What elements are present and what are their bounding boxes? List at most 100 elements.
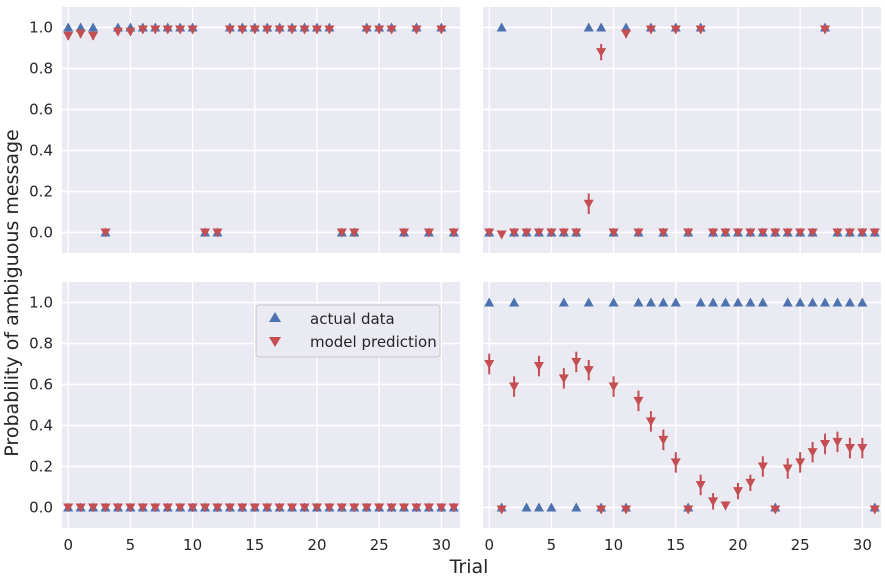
model-prediction-point — [621, 505, 632, 515]
x-tick-label: 0 — [484, 536, 494, 554]
model-prediction-point — [100, 503, 111, 513]
model-prediction-point — [212, 503, 223, 513]
model-prediction-point — [262, 503, 273, 513]
model-prediction-point — [212, 228, 223, 238]
model-prediction-point — [571, 228, 582, 238]
model-prediction-point — [844, 444, 855, 454]
model-prediction-point — [558, 374, 569, 384]
y-tick-label: 1.0 — [29, 294, 53, 312]
model-prediction-point — [399, 503, 410, 513]
legend-model-label: model prediction — [310, 333, 437, 351]
model-prediction-point — [608, 382, 619, 392]
actual-data-point — [509, 297, 520, 307]
model-prediction-point — [670, 25, 681, 35]
model-prediction-point — [299, 25, 310, 35]
model-prediction-point — [137, 25, 148, 35]
model-prediction-point — [75, 29, 86, 39]
y-tick-label: 0.6 — [29, 101, 53, 119]
x-tick-label: 25 — [370, 536, 389, 554]
model-prediction-point — [745, 228, 756, 238]
x-tick-label: 30 — [432, 536, 451, 554]
x-tick-label: 20 — [728, 536, 747, 554]
model-prediction-point — [224, 25, 235, 35]
x-tick-label: 0 — [63, 536, 73, 554]
model-prediction-point — [237, 25, 248, 35]
y-tick-label: 0.0 — [29, 224, 53, 242]
model-prediction-point — [175, 25, 186, 35]
model-prediction-point — [374, 25, 385, 35]
model-prediction-point — [324, 503, 335, 513]
model-prediction-point — [100, 228, 111, 238]
panels: 0.0 0.2 0.4 0.6 0.8 1.0 0.0 0.2 0.4 0.6 0.8 1.0 0 5 10… — [29, 7, 881, 554]
actual-data-point — [807, 297, 818, 307]
model-prediction-point — [336, 503, 347, 513]
panel-top-left: 0.0 0.2 0.4 0.6 0.8 1.0 — [29, 7, 460, 253]
model-prediction-point — [448, 503, 459, 513]
actual-data-point — [844, 297, 855, 307]
y-tick-label: 0.2 — [29, 183, 53, 201]
model-prediction-point — [596, 48, 607, 58]
model-prediction-point — [484, 360, 495, 369]
y-tick-label: 0.8 — [29, 335, 53, 353]
actual-data-point — [533, 502, 544, 512]
model-prediction-point — [558, 228, 569, 238]
panel-background — [62, 7, 460, 253]
model-prediction-point — [708, 228, 719, 238]
model-prediction-point — [137, 503, 148, 513]
legend: actual data model prediction — [255, 304, 441, 358]
model-prediction-point — [521, 228, 532, 238]
model-prediction-point — [436, 25, 447, 35]
actual-data-point — [645, 297, 656, 307]
model-prediction-point — [820, 25, 831, 35]
model-prediction-point — [533, 362, 544, 372]
model-prediction-point — [162, 25, 173, 35]
model-prediction-point — [423, 228, 434, 238]
actual-data-point — [496, 22, 507, 32]
model-prediction-point — [645, 417, 656, 427]
actual-data-point — [732, 297, 743, 307]
model-prediction-point — [311, 503, 322, 513]
model-prediction-point — [374, 503, 385, 513]
model-prediction-point — [869, 228, 880, 238]
model-prediction-point — [770, 505, 781, 515]
x-tick-label: 10 — [604, 536, 623, 554]
model-prediction-point — [782, 228, 793, 238]
x-axis-label: Trial — [449, 556, 489, 578]
model-prediction-point — [349, 503, 360, 513]
model-prediction-point — [112, 503, 123, 513]
actual-data-point — [63, 22, 74, 32]
model-prediction-point — [583, 199, 594, 209]
model-prediction-point — [658, 435, 669, 445]
y-tick-label: 1.0 — [29, 19, 53, 37]
model-prediction-point — [274, 25, 285, 35]
model-prediction-point — [695, 480, 706, 490]
model-prediction-point — [695, 25, 706, 35]
panel-background — [483, 282, 881, 528]
actual-data-point — [558, 297, 569, 307]
model-prediction-point — [720, 501, 731, 511]
model-prediction-point — [509, 228, 520, 238]
model-prediction-point — [386, 25, 397, 35]
actual-data-point — [621, 22, 632, 32]
actual-data-point — [75, 22, 86, 32]
model-prediction-point — [807, 448, 818, 458]
model-prediction-point — [857, 444, 868, 454]
x-tick-label: 15 — [666, 536, 685, 554]
model-prediction-point — [484, 228, 495, 238]
y-tick-label: 0.4 — [29, 142, 53, 160]
model-prediction-point — [423, 503, 434, 513]
y-tick-label: 0.2 — [29, 458, 53, 476]
model-prediction-point — [670, 458, 681, 468]
model-prediction-point — [237, 503, 248, 513]
model-prediction-point — [708, 497, 719, 507]
actual-data-point — [608, 297, 619, 307]
legend-frame — [255, 304, 441, 358]
model-prediction-point — [63, 31, 74, 41]
model-prediction-point — [187, 503, 198, 513]
model-prediction-point — [311, 25, 322, 35]
model-prediction-point — [175, 503, 186, 513]
model-prediction-point — [162, 503, 173, 513]
model-prediction-point — [150, 25, 161, 35]
model-prediction-point — [857, 228, 868, 238]
